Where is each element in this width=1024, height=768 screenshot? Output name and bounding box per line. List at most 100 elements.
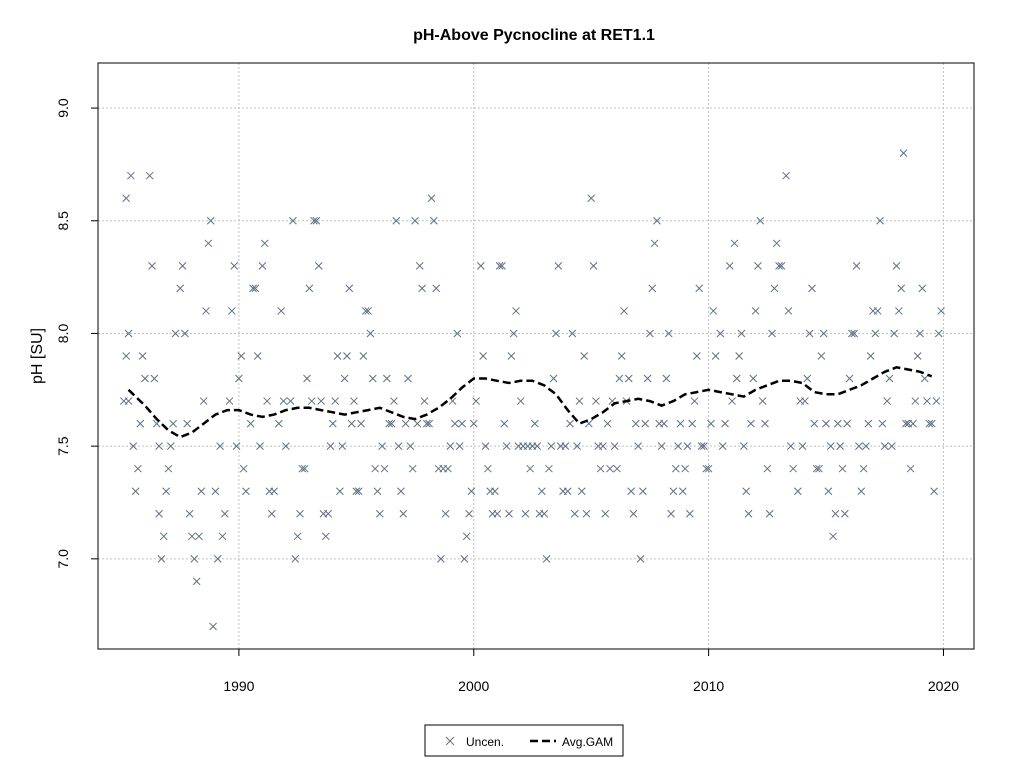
data-point — [629, 509, 638, 518]
data-point — [425, 419, 433, 428]
data-point — [364, 307, 372, 315]
data-point — [580, 352, 588, 360]
data-point — [251, 284, 260, 293]
y-tick-label: 9.0 — [55, 98, 71, 118]
data-point — [819, 329, 828, 338]
data-point — [754, 261, 762, 270]
x-tick-label: 2010 — [693, 678, 724, 694]
data-point — [709, 307, 718, 315]
data-point — [932, 397, 941, 405]
data-point — [878, 419, 887, 428]
data-point — [812, 464, 821, 473]
data-point — [185, 509, 194, 518]
data-point — [476, 261, 485, 270]
data-point — [404, 374, 412, 383]
data-point — [871, 329, 880, 338]
y-tick-label: 8.0 — [55, 324, 71, 344]
data-point — [575, 397, 584, 405]
data-point — [354, 487, 363, 496]
data-point — [260, 239, 269, 248]
data-point — [197, 487, 206, 496]
data-point — [361, 307, 370, 315]
data-point — [664, 329, 673, 338]
data-point — [469, 419, 478, 428]
data-point — [176, 284, 185, 293]
data-point — [815, 464, 823, 473]
data-point — [448, 397, 457, 405]
data-point — [934, 329, 943, 338]
data-point — [303, 374, 311, 383]
data-point — [406, 442, 415, 451]
data-point — [228, 307, 236, 315]
data-point — [286, 397, 295, 405]
data-point — [383, 374, 391, 383]
data-point — [831, 509, 840, 518]
data-point — [657, 442, 666, 451]
data-point — [775, 261, 783, 270]
data-point — [627, 487, 635, 496]
data-point — [892, 261, 901, 270]
data-point — [307, 397, 316, 405]
y-axis: 7.0 7.5 8.0 8.5 9.0 — [55, 98, 98, 569]
data-point — [798, 442, 807, 451]
data-point — [925, 419, 934, 428]
data-point — [563, 487, 572, 496]
data-point — [526, 464, 534, 473]
data-point — [183, 419, 192, 428]
data-point — [352, 487, 361, 496]
data-point — [333, 352, 342, 360]
data-point — [209, 622, 217, 631]
data-point — [321, 532, 330, 541]
data-point — [336, 487, 344, 496]
data-point — [864, 419, 873, 428]
data-point — [923, 397, 931, 405]
data-point — [411, 216, 419, 225]
data-point — [730, 239, 739, 248]
data-point — [770, 284, 779, 293]
data-point — [150, 374, 159, 383]
data-point — [577, 487, 586, 496]
data-point — [178, 261, 187, 270]
data-point — [213, 554, 222, 563]
data-point — [592, 397, 600, 405]
data-point — [643, 374, 652, 383]
data-point — [897, 284, 906, 293]
data-point — [737, 329, 746, 338]
data-point — [427, 194, 436, 203]
data-point — [840, 509, 849, 518]
data-point — [589, 261, 598, 270]
data-point — [399, 509, 408, 518]
data-point — [166, 442, 175, 451]
data-point — [845, 374, 854, 383]
y-tick-label: 7.5 — [55, 436, 71, 456]
data-point — [843, 419, 852, 428]
data-point — [429, 216, 438, 225]
data-point — [930, 487, 938, 496]
data-point — [850, 329, 859, 338]
data-point — [359, 352, 368, 360]
data-point — [728, 397, 736, 405]
data-point — [462, 532, 471, 541]
data-point — [601, 509, 610, 518]
data-point — [920, 374, 929, 383]
data-point — [239, 464, 248, 473]
data-point — [662, 374, 671, 383]
data-point — [674, 442, 682, 451]
data-point — [911, 397, 920, 405]
data-point — [549, 374, 558, 383]
data-point — [267, 509, 276, 518]
chart-title: pH-Above Pycnocline at RET1.1 — [413, 27, 655, 44]
data-point — [695, 284, 704, 293]
data-point — [763, 464, 772, 473]
data-point — [481, 442, 490, 451]
data-point — [394, 442, 403, 451]
data-point — [516, 397, 525, 405]
data-point — [274, 419, 283, 428]
data-point — [432, 284, 441, 293]
data-point — [206, 216, 215, 225]
data-point — [660, 419, 668, 428]
data-point — [817, 352, 826, 360]
data-point — [742, 487, 751, 496]
legend-box — [424, 724, 624, 757]
data-point — [338, 442, 347, 451]
